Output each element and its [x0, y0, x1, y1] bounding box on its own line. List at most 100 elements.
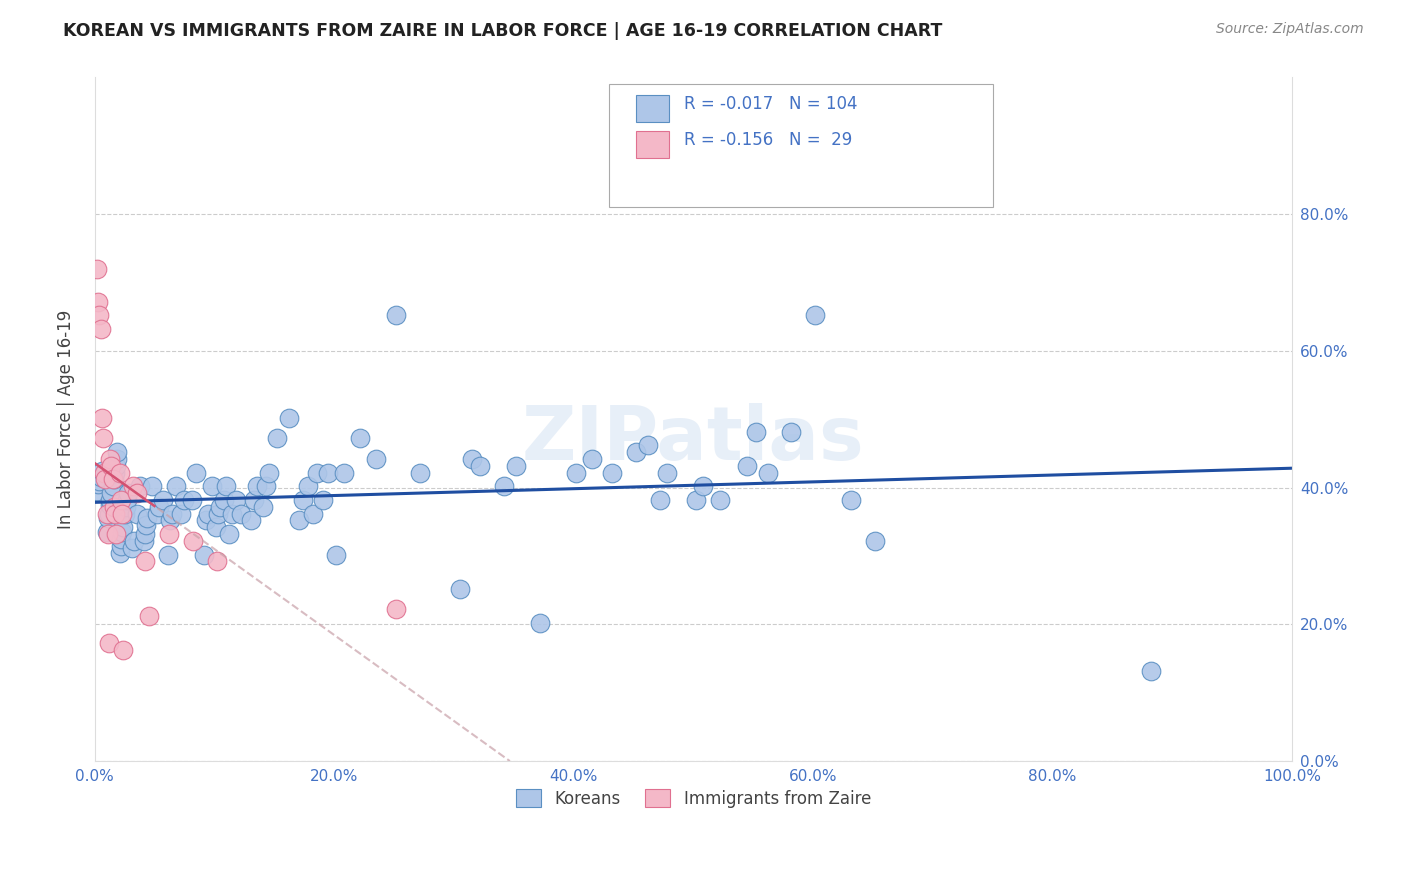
Point	[146, 507, 169, 521]
Point	[117, 486, 139, 500]
Point	[90, 464, 112, 478]
Point	[122, 479, 145, 493]
Point	[316, 466, 339, 480]
Point	[86, 483, 108, 498]
Point	[90, 322, 112, 336]
Point	[209, 500, 232, 514]
Point	[449, 582, 471, 596]
Text: R = -0.017   N = 104: R = -0.017 N = 104	[683, 95, 858, 112]
Point	[98, 498, 121, 512]
Point	[1139, 664, 1161, 678]
Point	[104, 507, 127, 521]
Point	[301, 507, 323, 521]
Point	[125, 486, 148, 500]
Point	[97, 511, 120, 525]
Point	[97, 527, 120, 541]
Point	[205, 554, 228, 568]
Point	[195, 513, 218, 527]
Point	[100, 486, 122, 500]
Point	[744, 425, 766, 439]
Point	[655, 466, 678, 480]
Point	[134, 554, 156, 568]
Y-axis label: In Labor Force | Age 16-19: In Labor Force | Age 16-19	[58, 310, 75, 529]
Point	[101, 479, 124, 493]
Point	[312, 492, 335, 507]
Point	[98, 451, 121, 466]
Point	[136, 511, 159, 525]
Point	[162, 507, 184, 521]
Point	[105, 527, 128, 541]
Point	[110, 532, 132, 546]
Point	[385, 602, 408, 616]
Point	[266, 431, 288, 445]
Point	[565, 466, 588, 480]
Point	[103, 472, 125, 486]
Text: ZIPatlas: ZIPatlas	[522, 403, 865, 476]
Point	[181, 533, 204, 548]
Point	[104, 466, 127, 480]
Point	[277, 410, 299, 425]
Point	[291, 492, 314, 507]
Point	[90, 470, 112, 484]
Point	[865, 533, 887, 548]
Point	[125, 507, 148, 521]
Point	[165, 479, 187, 493]
Point	[156, 548, 179, 562]
Point	[105, 458, 128, 473]
Point	[105, 451, 128, 466]
Point	[94, 472, 117, 486]
Point	[349, 431, 371, 445]
Legend: Koreans, Immigrants from Zaire: Koreans, Immigrants from Zaire	[509, 783, 877, 814]
Point	[246, 479, 269, 493]
Point	[98, 636, 121, 650]
Point	[98, 507, 121, 521]
Point	[112, 520, 135, 534]
Point	[98, 492, 121, 507]
Bar	[636, 131, 669, 158]
Point	[709, 492, 731, 507]
Point	[297, 479, 319, 493]
Point	[254, 479, 277, 493]
Point	[201, 479, 224, 493]
Text: R = -0.156   N =  29: R = -0.156 N = 29	[683, 131, 852, 149]
Point	[186, 466, 208, 480]
Point	[243, 492, 266, 507]
Point	[138, 609, 160, 624]
Point	[96, 524, 118, 539]
Point	[152, 492, 174, 507]
Point	[134, 527, 156, 541]
Bar	[636, 95, 669, 122]
Point	[111, 507, 134, 521]
Point	[159, 513, 181, 527]
Point	[409, 466, 432, 480]
Point	[581, 451, 603, 466]
Point	[170, 507, 193, 521]
Point	[212, 492, 235, 507]
Point	[218, 527, 240, 541]
Point	[100, 458, 122, 473]
Point	[229, 507, 252, 521]
Point	[180, 492, 202, 507]
Point	[105, 445, 128, 459]
Point	[735, 458, 758, 473]
Point	[685, 492, 707, 507]
Point	[89, 474, 111, 488]
Point	[780, 425, 803, 439]
Point	[288, 513, 311, 527]
Point	[115, 492, 138, 507]
Point	[756, 466, 779, 480]
Point	[122, 533, 145, 548]
Point	[207, 507, 229, 521]
FancyBboxPatch shape	[609, 84, 993, 207]
Point	[114, 507, 136, 521]
Point	[332, 466, 354, 480]
Point	[103, 500, 125, 514]
Text: KOREAN VS IMMIGRANTS FROM ZAIRE IN LABOR FORCE | AGE 16-19 CORRELATION CHART: KOREAN VS IMMIGRANTS FROM ZAIRE IN LABOR…	[63, 22, 942, 40]
Point	[89, 309, 111, 323]
Point	[325, 548, 347, 562]
Point	[157, 527, 180, 541]
Point	[215, 479, 238, 493]
Point	[91, 431, 114, 445]
Point	[804, 309, 827, 323]
Point	[240, 513, 263, 527]
